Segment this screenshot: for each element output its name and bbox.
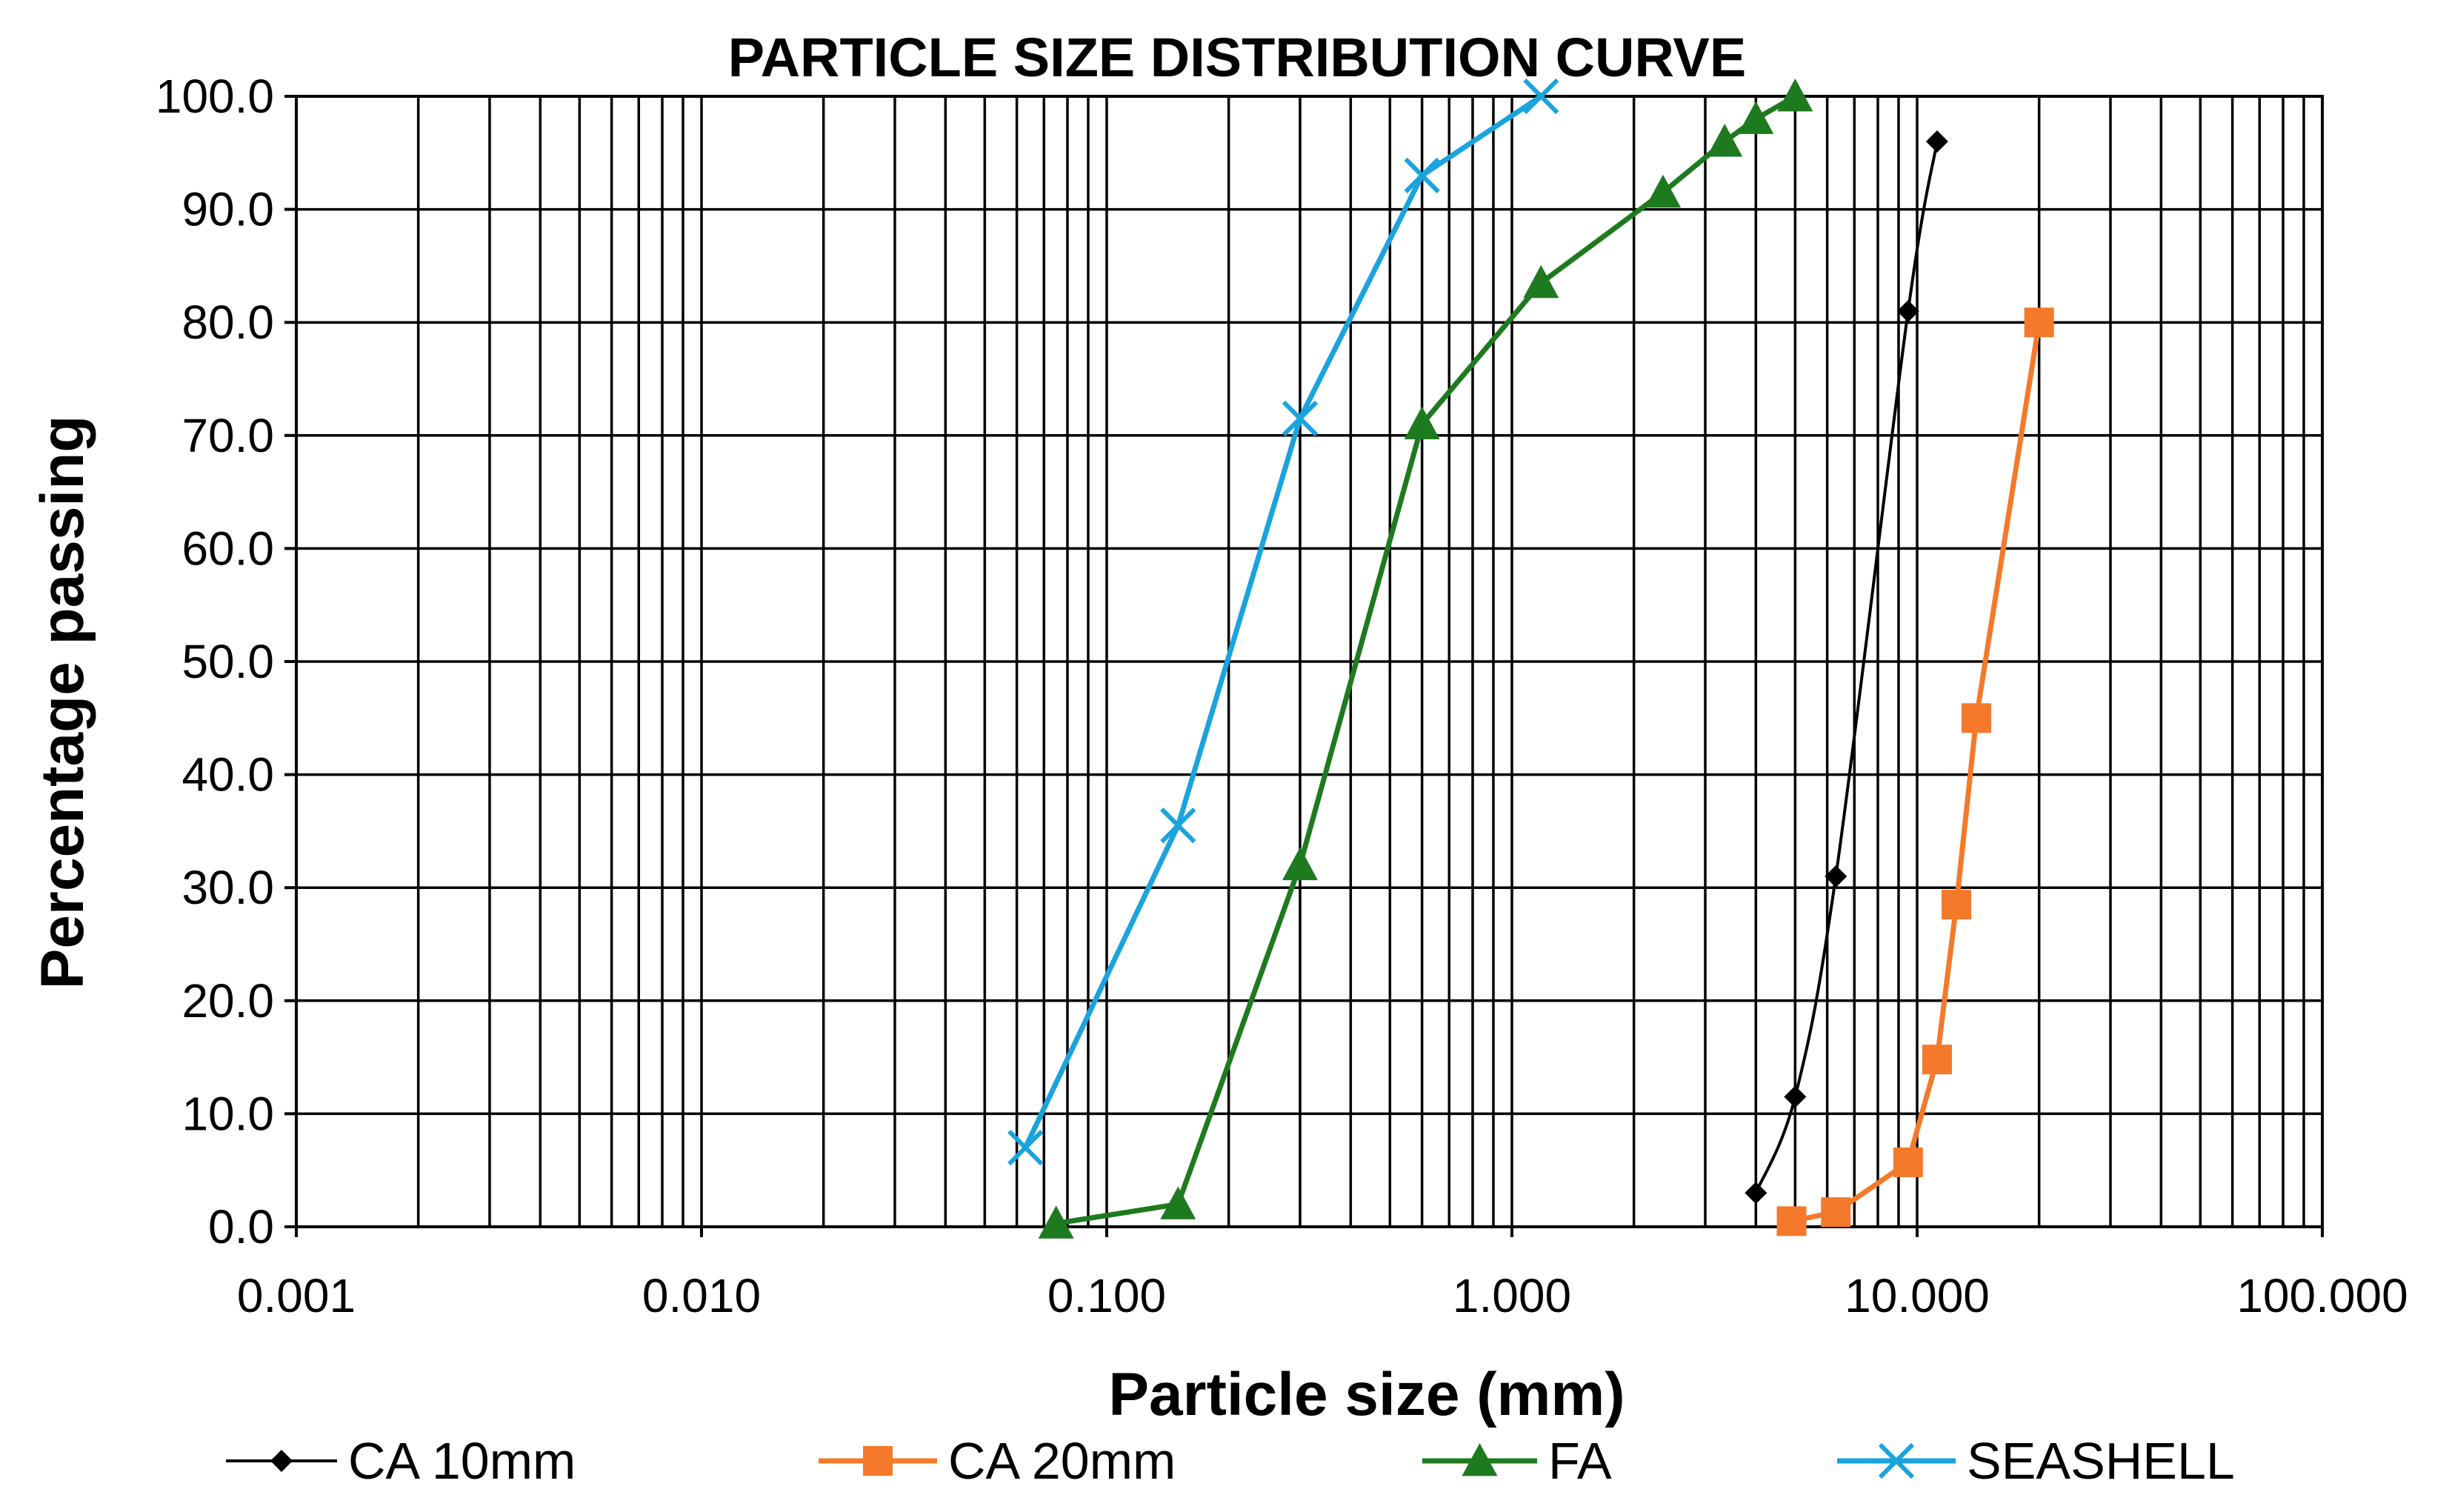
data-point-fa xyxy=(1160,1186,1196,1219)
data-point-seashell xyxy=(1007,1130,1044,1166)
legend-item-ca-20mm: CA 20mm xyxy=(819,1432,1176,1490)
y-tick-label: 50.0 xyxy=(181,635,274,688)
data-point-fa xyxy=(1738,101,1774,134)
data-point-fa xyxy=(1404,406,1440,439)
legend-label: CA 10mm xyxy=(348,1432,576,1490)
legend-item-seashell: SEASHELL xyxy=(1837,1432,2235,1490)
legend-label: SEASHELL xyxy=(1967,1432,2235,1490)
x-tick-label: 0.010 xyxy=(642,1269,761,1322)
data-point-ca-10mm xyxy=(1896,299,1919,322)
x-tick-label: 0.100 xyxy=(1047,1269,1166,1322)
data-point-seashell xyxy=(1523,78,1559,115)
x-tick-label: 100.000 xyxy=(2236,1269,2408,1322)
legend-item-ca-10mm: CA 10mm xyxy=(226,1432,576,1490)
x-tick-label: 10.000 xyxy=(1845,1269,1990,1322)
series-ca-10mm xyxy=(1745,130,1948,1205)
x-tick-label: 1.000 xyxy=(1453,1269,1571,1322)
y-axis-title: Percentage passing xyxy=(29,416,96,990)
legend-item-fa: FA xyxy=(1422,1432,1612,1490)
y-tick-label: 0.0 xyxy=(208,1200,274,1253)
data-point-fa xyxy=(1645,174,1681,208)
y-tick-label: 40.0 xyxy=(181,748,274,802)
y-tick-label: 90.0 xyxy=(181,183,274,236)
legend-label: CA 20mm xyxy=(948,1432,1176,1490)
data-point-seashell xyxy=(1160,807,1196,844)
data-point-ca-10mm xyxy=(1745,1182,1767,1205)
series-seashell xyxy=(1007,78,1559,1166)
legend-marker-seashell xyxy=(1878,1442,1915,1479)
series-line-ca-20mm xyxy=(1790,322,2042,1224)
x-axis-title: Particle size (mm) xyxy=(1108,1361,1625,1428)
x-tick-label: 0.001 xyxy=(237,1269,356,1322)
series-line-fa xyxy=(1056,93,1797,1226)
y-tick-label: 70.0 xyxy=(181,409,274,462)
data-point-ca-20mm xyxy=(2024,307,2054,338)
data-point-fa xyxy=(1523,264,1559,299)
legend-marker-ca-20mm xyxy=(863,1446,893,1476)
grid-lines xyxy=(295,95,2324,1228)
legend: CA 10mm CA 20mm FA SEASHELL xyxy=(226,1432,2235,1490)
y-tick-label: 30.0 xyxy=(181,861,274,914)
y-tick-label: 60.0 xyxy=(181,522,274,575)
data-point-fa xyxy=(1038,1205,1074,1239)
data-point-fa xyxy=(1282,847,1318,881)
series-line-ca-10mm xyxy=(1754,141,1939,1193)
chart-title: PARTICLE SIZE DISTRIBUTION CURVE xyxy=(728,27,1747,88)
y-tick-label: 20.0 xyxy=(181,974,274,1028)
data-point-ca-20mm xyxy=(1922,1045,1952,1075)
data-point-ca-20mm xyxy=(1776,1206,1807,1236)
data-point-ca-20mm xyxy=(1821,1197,1851,1228)
data-point-ca-20mm xyxy=(1942,890,1972,920)
series-fa xyxy=(1038,79,1813,1239)
data-point-ca-10mm xyxy=(1784,1085,1807,1108)
legend-marker-fa xyxy=(1462,1443,1498,1476)
legend-label: FA xyxy=(1548,1432,1612,1490)
legend-marker-ca-10mm xyxy=(270,1450,293,1472)
data-point-ca-20mm xyxy=(1961,703,1991,733)
data-series xyxy=(1007,78,2054,1239)
series-ca-20mm xyxy=(1776,307,2054,1236)
series-line-seashell xyxy=(1023,94,1543,1149)
data-point-ca-10mm xyxy=(1925,130,1948,153)
y-tick-label: 10.0 xyxy=(181,1087,274,1140)
y-tick-label: 100.0 xyxy=(156,70,274,123)
data-point-seashell xyxy=(1282,400,1319,437)
data-point-ca-10mm xyxy=(1825,865,1847,887)
y-tick-label: 80.0 xyxy=(181,296,274,349)
data-point-ca-20mm xyxy=(1893,1148,1923,1178)
axes: 0.0 10.0 20.0 30.0 40.0 50.0 60.0 70.0 80.0 90.0 1… xyxy=(156,70,2408,1322)
data-point-fa xyxy=(1707,124,1743,157)
data-point-seashell xyxy=(1404,157,1440,193)
data-point-fa xyxy=(1777,79,1813,112)
